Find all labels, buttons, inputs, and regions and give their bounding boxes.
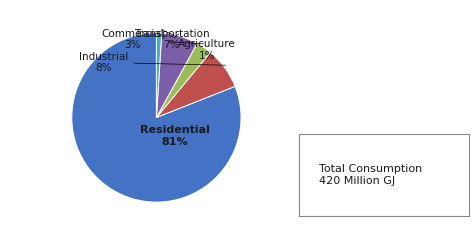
Text: Total Consumption
420 Million GJ: Total Consumption 420 Million GJ: [319, 164, 422, 186]
Text: Transportation
7%: Transportation 7%: [134, 29, 210, 51]
Text: Agriculture
1%: Agriculture 1%: [162, 30, 236, 61]
Wedge shape: [72, 33, 241, 202]
Wedge shape: [156, 33, 162, 118]
Wedge shape: [156, 52, 235, 118]
Text: Residential
81%: Residential 81%: [140, 125, 210, 147]
Text: Industrial
8%: Industrial 8%: [79, 52, 226, 73]
Wedge shape: [156, 33, 197, 118]
Text: Commercial
3%: Commercial 3%: [101, 29, 203, 51]
Wedge shape: [156, 43, 210, 118]
